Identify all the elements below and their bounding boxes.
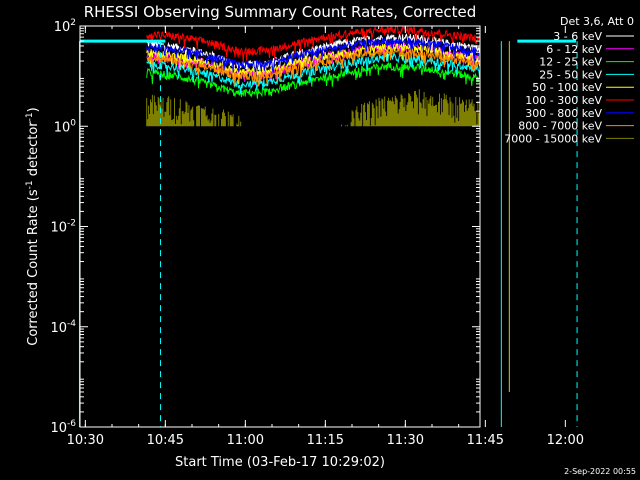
- y-tick-label-4: 10-6: [50, 419, 76, 436]
- legend-label-6: 300 - 800 keV: [525, 107, 602, 120]
- y-tick-label-1: 100: [54, 118, 77, 135]
- y-axis-label: Corrected Count Rate (s-1 detector-1): [25, 107, 41, 345]
- x-tick-label-1: 10:45: [147, 433, 184, 448]
- legend-label-5: 100 - 300 keV: [525, 94, 602, 107]
- y-tick-label-2: 10-2: [50, 219, 76, 236]
- y-tick-label-0: 102: [54, 18, 76, 35]
- chart-title: RHESSI Observing Summary Count Rates, Co…: [84, 3, 477, 21]
- series-800-7000-kev: [146, 47, 480, 87]
- y-tick-label-3: 10-4: [50, 319, 76, 336]
- legend-label-4: 50 - 100 keV: [532, 81, 602, 94]
- legend-label-1: 6 - 12 keV: [546, 43, 602, 56]
- series-25-50-kev: [146, 52, 480, 95]
- legend-label-8: 7000 - 15000 keV: [504, 132, 602, 145]
- legend-label-7: 800 - 7000 keV: [518, 120, 602, 133]
- x-tick-label-5: 11:45: [467, 433, 504, 448]
- legend-label-0: 3 - 6 keV: [553, 30, 602, 43]
- legend-header: Det 3,6, Att 0: [560, 15, 634, 28]
- x-tick-label-0: 10:30: [67, 433, 104, 448]
- x-axis-label: Start Time (03-Feb-17 10:29:02): [175, 455, 385, 470]
- series-7000-15000-kev: [146, 89, 480, 127]
- timestamp-annotation: 2-Sep-2022 00:55: [564, 467, 636, 476]
- series-300-800-kev: [146, 37, 480, 76]
- x-tick-label-6: 12:00: [547, 433, 584, 448]
- x-tick-label-2: 11:00: [227, 433, 264, 448]
- series-group: [146, 26, 480, 127]
- x-tick-label-3: 11:15: [307, 433, 344, 448]
- legend-label-2: 12 - 25 keV: [539, 56, 602, 69]
- series-100-300-kev: [146, 26, 480, 62]
- x-tick-label-4: 11:30: [387, 433, 424, 448]
- legend-label-3: 25 - 50 keV: [539, 68, 602, 81]
